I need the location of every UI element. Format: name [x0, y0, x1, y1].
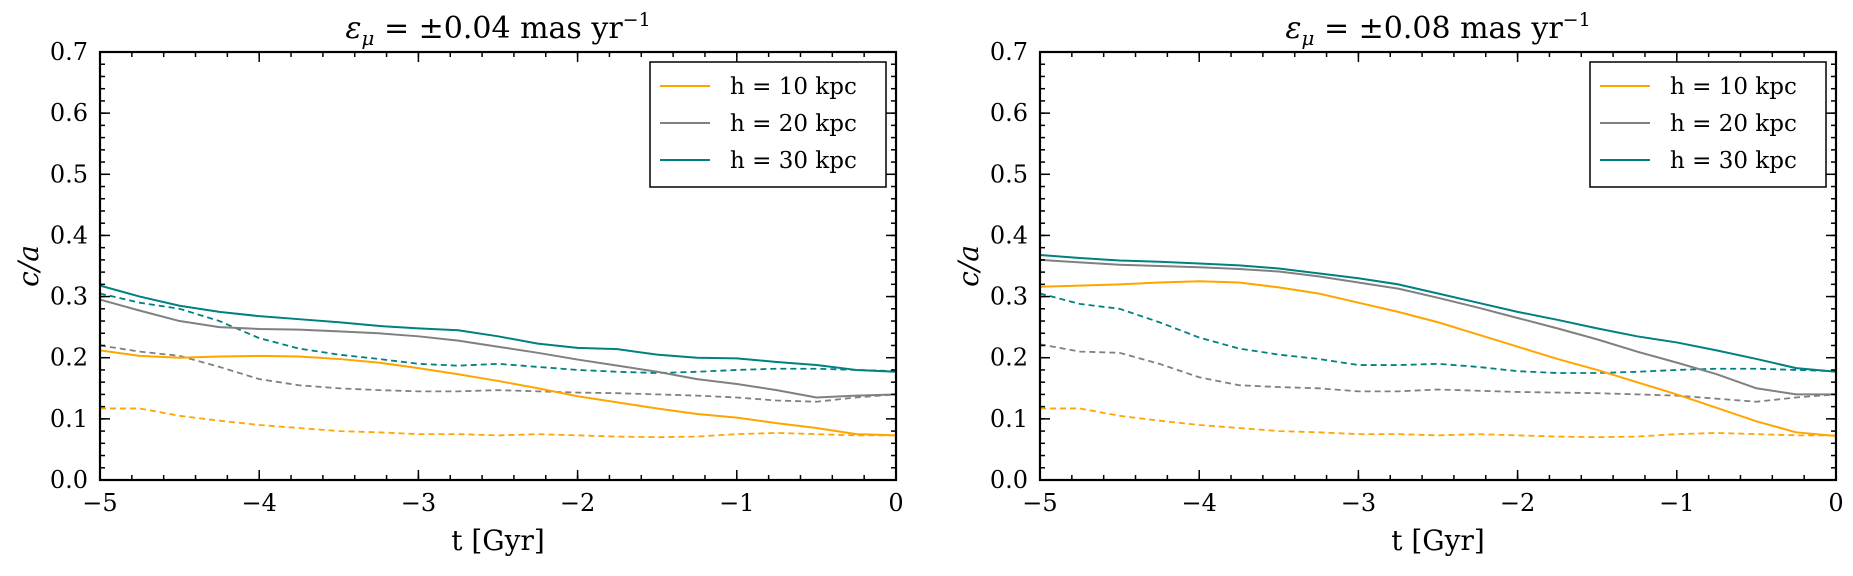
chart-title: εμ = ±0.08 mas yr−1: [1285, 9, 1590, 50]
y-tick-label: 0.2: [50, 344, 88, 372]
y-tick-label: 0.6: [990, 99, 1028, 127]
series-line-h-20-kpc: [100, 298, 896, 399]
y-tick-label: 0.0: [990, 466, 1028, 494]
x-axis-label: t [Gyr]: [1391, 524, 1485, 557]
series-line-h-10-kpc-dashed: [1040, 407, 1836, 439]
x-tick-label: −4: [242, 489, 277, 517]
y-axis-label: c/a: [12, 245, 45, 287]
series-line-h-10-kpc-dashed: [100, 407, 896, 439]
chart-title: εμ = ±0.04 mas yr−1: [345, 9, 650, 50]
panel-right: −5 −4 −3 −2 −1 0 0.0 0.1 0.2 0.3 0.4 0.5 0.6 0.7 t [Gy…: [952, 9, 1844, 557]
y-axis-label: c/a: [952, 245, 985, 287]
x-tick-label: −1: [719, 489, 754, 517]
y-tick-label: 0.5: [50, 160, 88, 188]
x-tick-label: −5: [82, 489, 117, 517]
y-tick-label: 0.4: [50, 221, 88, 249]
legend-label: h = 10 kpc: [730, 74, 857, 100]
y-tick-label: 0.0: [50, 466, 88, 494]
x-tick-label: −4: [1182, 489, 1217, 517]
x-tick-label: −5: [1022, 489, 1057, 517]
x-tick-label: 0: [1828, 489, 1843, 517]
title-superscript: −1: [623, 9, 651, 31]
title-main: = ±0.08 mas yr: [1314, 11, 1563, 46]
x-tick-label: −3: [401, 489, 436, 517]
y-tick-label: 0.6: [50, 99, 88, 127]
y-tick-label: 0.7: [50, 38, 88, 66]
title-subscript: μ: [361, 26, 374, 50]
y-tick-label: 0.7: [990, 38, 1028, 66]
legend: h = 10 kpc h = 20 kpc h = 30 kpc: [1589, 61, 1827, 188]
series-line-h-20-kpc: [1040, 258, 1836, 396]
y-tick-label: 0.5: [990, 160, 1028, 188]
plot-frame: [98, 50, 898, 482]
x-tick-label: −3: [1341, 489, 1376, 517]
y-tick-label: 0.1: [990, 405, 1028, 433]
series-line-h-10-kpc: [100, 349, 896, 437]
legend-label: h = 10 kpc: [1670, 74, 1797, 100]
x-axis-label: t [Gyr]: [451, 524, 545, 557]
series-line-h-30-kpc: [100, 284, 896, 373]
x-tick-label: −2: [1500, 489, 1535, 517]
y-tick-label: 0.3: [50, 283, 88, 311]
title-epsilon: ε: [345, 11, 361, 46]
legend-label: h = 20 kpc: [730, 111, 857, 137]
panel-left: −5 −4 −3 −2 −1 0 0.0 0.1 0.2 0.3 0.4 0.5 0.6 0.7 t [Gy…: [12, 9, 904, 557]
x-tick-label: 0: [888, 489, 903, 517]
series-group: [1040, 253, 1836, 439]
y-tick-label: 0.1: [50, 405, 88, 433]
x-tick-label: −2: [560, 489, 595, 517]
series-line-h-10-kpc: [1040, 280, 1836, 437]
series-line-h-30-kpc-dashed: [100, 292, 896, 374]
legend-label: h = 30 kpc: [730, 148, 857, 174]
series-group: [100, 284, 896, 439]
y-tick-label: 0.3: [990, 283, 1028, 311]
y-tick-label: 0.4: [990, 221, 1028, 249]
legend-box: [649, 61, 887, 188]
title-main: = ±0.04 mas yr: [374, 11, 623, 46]
title-subscript: μ: [1301, 26, 1314, 50]
title-epsilon: ε: [1285, 11, 1301, 46]
legend-label: h = 20 kpc: [1670, 111, 1797, 137]
legend: h = 10 kpc h = 20 kpc h = 30 kpc: [649, 61, 887, 188]
y-tick-label: 0.2: [990, 344, 1028, 372]
series-line-h-30-kpc: [1040, 253, 1836, 373]
plot-frame: [1038, 50, 1838, 482]
series-line-h-20-kpc-dashed: [100, 344, 896, 403]
legend-label: h = 30 kpc: [1670, 148, 1797, 174]
legend-box: [1589, 61, 1827, 188]
title-superscript: −1: [1563, 9, 1591, 31]
series-line-h-20-kpc-dashed: [1040, 343, 1836, 403]
x-tick-label: −1: [1659, 489, 1694, 517]
series-line-h-30-kpc-dashed: [1040, 292, 1836, 374]
